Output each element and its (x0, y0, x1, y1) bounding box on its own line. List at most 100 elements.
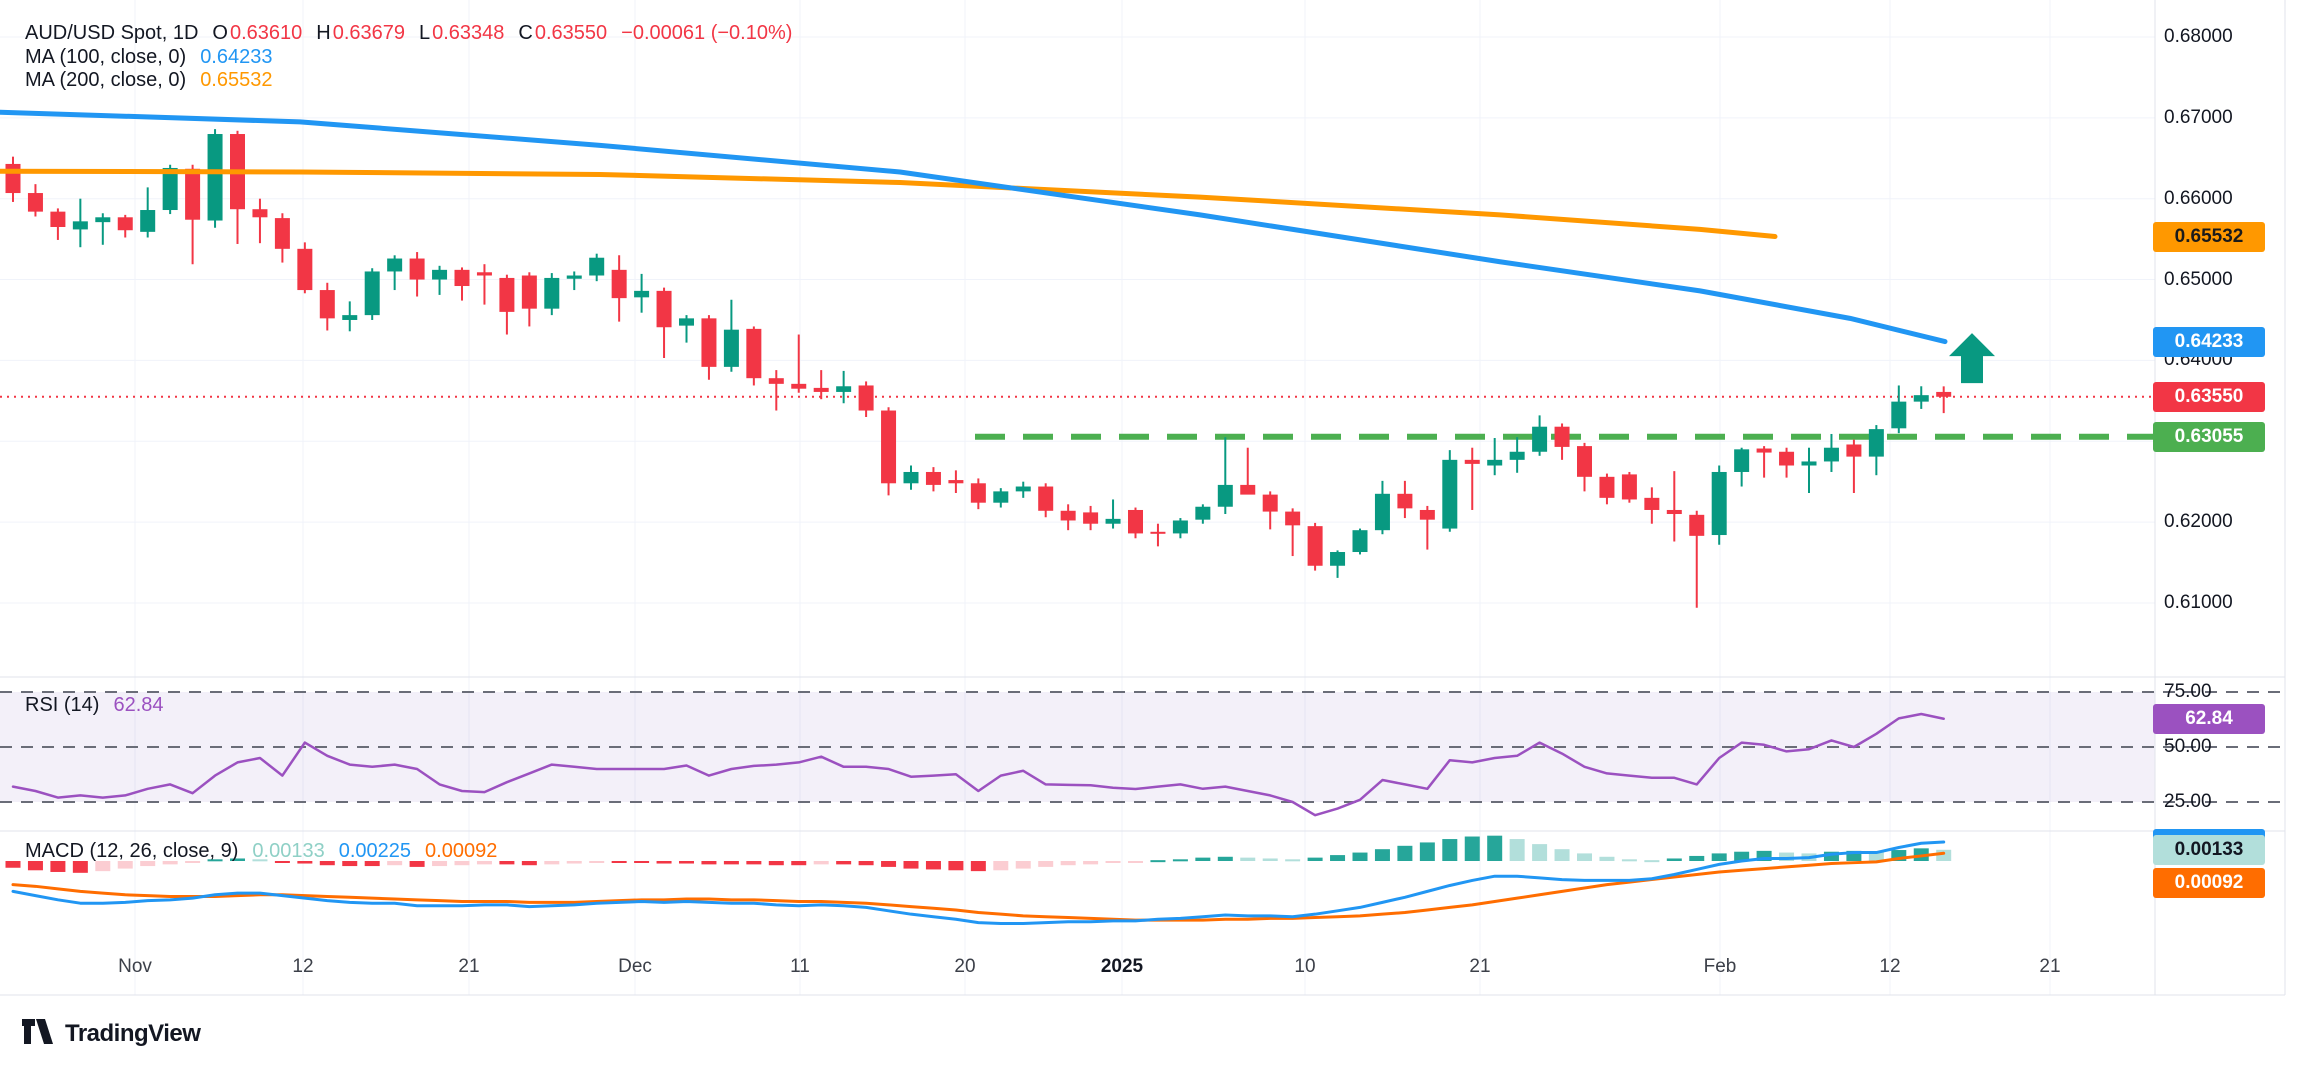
rsi-axis-label[interactable]: 75.00 (2164, 681, 2212, 702)
candle-body (1330, 552, 1346, 566)
price-axis-label[interactable]: 0.61000 (2164, 591, 2233, 613)
macd-hist-bar (679, 861, 694, 864)
macd-legend[interactable]: MACD (12, 26, close, 9) 0.00133 0.00225 … (25, 840, 497, 863)
price-axis-label[interactable]: 0.65000 (2164, 268, 2233, 290)
macd-hist-bar (566, 861, 582, 864)
candle-body (185, 168, 201, 220)
macd-hist-bar (1577, 853, 1592, 861)
macd-hist-bar (1038, 861, 1054, 867)
candle-body (1374, 493, 1390, 531)
macd-hist-bar (162, 861, 178, 865)
rsi-legend[interactable]: RSI (14) 62.84 (25, 694, 164, 717)
candle-body (544, 277, 560, 309)
ma200-legend[interactable]: MA (200, close, 0) 0.65532 (25, 69, 272, 92)
price-axis-label[interactable]: 0.62000 (2164, 511, 2233, 533)
macd-hist-bar (903, 861, 919, 869)
candle-body (95, 217, 111, 223)
macd-hist-bar (1554, 849, 1570, 861)
last-price-badge: 0.63550 (2153, 381, 2265, 412)
symbol-legend[interactable]: AUD/USD Spot, 1D O 0.63610 H 0.63679 L 0.63… (25, 22, 792, 45)
candle-body (521, 275, 537, 309)
time-axis-label[interactable]: 21 (2039, 956, 2061, 977)
candle-body (1689, 514, 1705, 536)
level-badge: 0.63055 (2153, 421, 2265, 452)
time-axis-label[interactable]: 20 (954, 956, 976, 977)
ma200-label: MA (200, close, 0) (25, 69, 187, 91)
time-axis-label[interactable]: 12 (1879, 956, 1901, 977)
candle-body (274, 218, 290, 249)
ma100-badge: 0.64233 (2153, 326, 2265, 357)
macd-hist-bar (95, 861, 111, 872)
macd-hist-bar (791, 861, 807, 866)
macd-hist-bar (27, 861, 43, 871)
macd-hist-bar (1644, 860, 1660, 863)
candle-body (1734, 449, 1750, 472)
candle-body (634, 290, 650, 298)
candle-body (342, 315, 358, 320)
rsi-line (11, 712, 1945, 817)
symbol-title: AUD/USD Spot, 1D (25, 22, 199, 44)
candle-body (1666, 509, 1682, 515)
tradingview-logo[interactable]: TradingView (22, 1018, 201, 1050)
macd-hist-bar (72, 861, 88, 873)
ma100-label: MA (100, close, 0) (25, 46, 187, 68)
macd-hist-bar (499, 861, 515, 865)
candle-body (1801, 461, 1817, 466)
macd-hist-bar (432, 861, 448, 867)
macd-hist-bar (1487, 835, 1503, 861)
candle-body (1644, 497, 1660, 510)
macd-hist-bar (230, 858, 245, 861)
candle-body (1936, 391, 1952, 397)
macd-hist-bar (1868, 851, 1884, 861)
candle-body (1779, 451, 1795, 466)
time-axis-label[interactable]: 10 (1294, 956, 1316, 977)
time-axis-label[interactable]: Dec (618, 956, 652, 977)
candle-body (409, 258, 425, 280)
macd-hist-bar (925, 861, 941, 870)
candle-body (836, 386, 852, 392)
candle-body (1419, 509, 1435, 520)
macd-line-value: 0.00225 (338, 840, 412, 862)
candle-body (858, 385, 874, 411)
ma100-legend[interactable]: MA (100, close, 0) 0.64233 (25, 46, 272, 69)
macd-hist-bar (634, 861, 650, 863)
candle-body (1195, 506, 1211, 520)
candle-body (746, 328, 762, 379)
macd-hist-bar (454, 861, 470, 866)
macd-hist-bar (1105, 861, 1121, 863)
candle-body (1756, 448, 1772, 453)
macd-hist-bar (319, 861, 335, 866)
macd-hist-bar (656, 861, 672, 864)
macd-hist-bar (1891, 850, 1907, 861)
price-axis-label[interactable]: 0.66000 (2164, 187, 2233, 209)
high-value: H 0.63679 (316, 22, 405, 44)
macd-hist-bar (1217, 856, 1233, 861)
macd-hist-bar (1374, 849, 1390, 861)
time-axis-label[interactable]: 2025 (1100, 956, 1144, 977)
macd-hist-bar (1666, 858, 1682, 861)
time-axis-label[interactable]: Nov (118, 956, 152, 977)
macd-hist-bar (1734, 851, 1750, 861)
rsi-axis-label[interactable]: 25.00 (2164, 791, 2212, 812)
price-axis-label[interactable]: 0.68000 (2164, 26, 2233, 47)
time-axis-label[interactable]: Feb (1703, 956, 1737, 977)
macd-hist-bar (993, 861, 1009, 871)
candle-body (903, 471, 919, 484)
price-axis-label[interactable]: 0.67000 (2164, 106, 2233, 128)
time-axis-label[interactable]: 21 (458, 956, 480, 977)
time-axis-label[interactable]: 21 (1469, 956, 1491, 977)
macd-signal-badge: 0.00092 (2153, 868, 2265, 898)
candle-body (1711, 471, 1727, 536)
candle-body (5, 163, 21, 194)
ma200-value: 0.65532 (200, 69, 273, 91)
macd-hist-bar (970, 861, 986, 872)
time-axis-label[interactable]: 12 (292, 956, 314, 977)
time-axis-label[interactable]: 11 (790, 956, 810, 977)
change-value: −0.00061 (−0.10%) (621, 22, 793, 44)
macd-hist-bar (611, 861, 627, 863)
macd-hist-bar (50, 861, 66, 872)
rsi-axis-label[interactable]: 50.00 (2164, 736, 2212, 757)
candle-body (364, 271, 380, 316)
macd-hist-bar (858, 861, 874, 866)
